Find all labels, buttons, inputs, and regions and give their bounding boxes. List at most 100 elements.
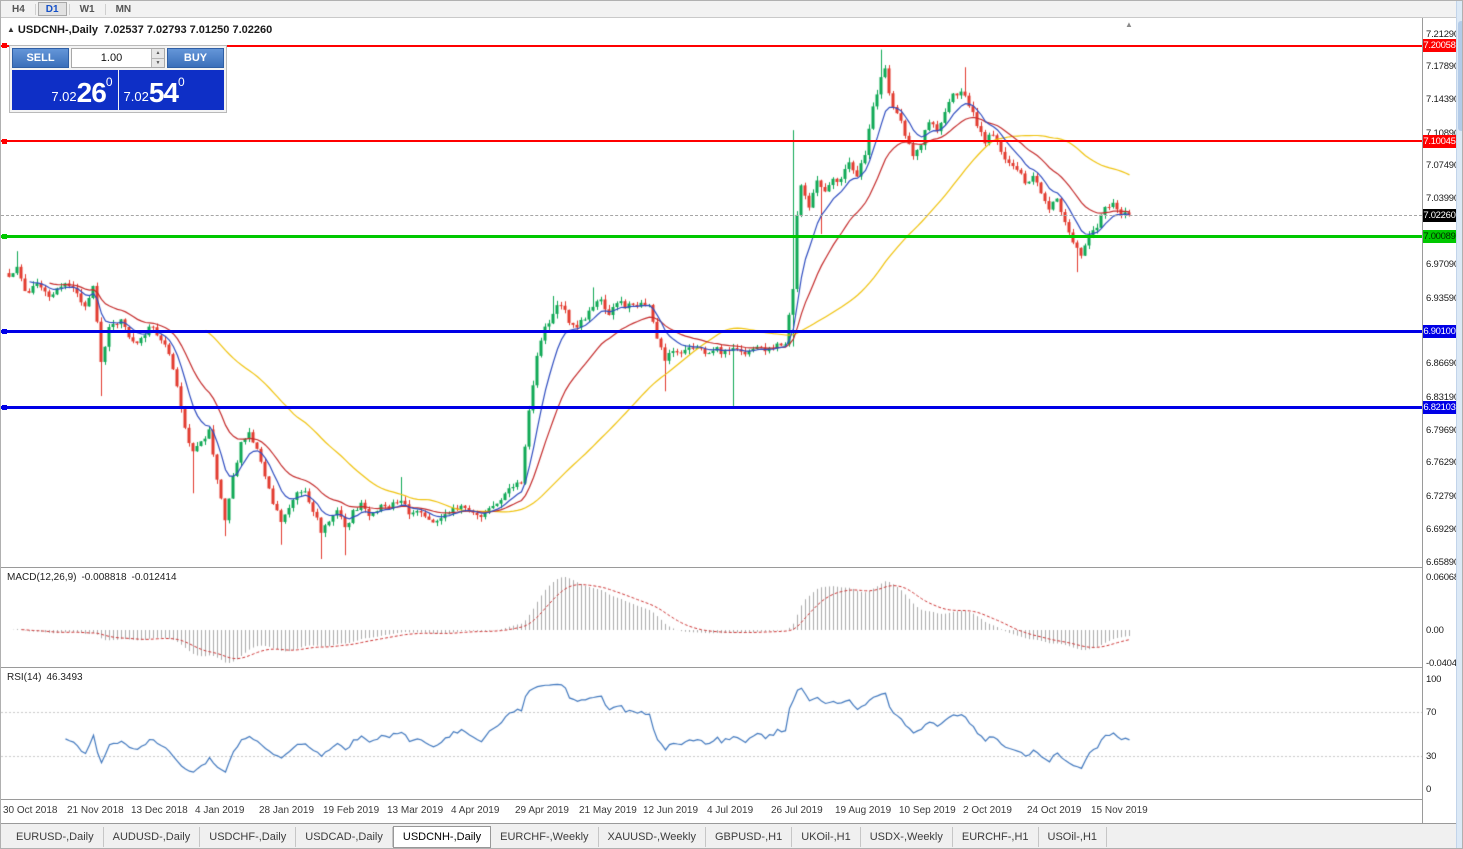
volume-spinner: ▲ ▼ [151, 49, 164, 67]
line-handle[interactable] [2, 139, 7, 144]
price-tick: 7.07490 [1426, 160, 1459, 171]
chart-tab-ukoil-h1[interactable]: UKOil-,H1 [792, 827, 861, 847]
one-click-trading-panel: SELL 1.00 ▲ ▼ BUY 7.02 26 0 7.02 54 0 [9, 45, 227, 113]
volume-down-button[interactable]: ▼ [152, 58, 164, 67]
macd-name: MACD(12,26,9) [7, 572, 77, 583]
price-axis[interactable]: 7.20058 7.10045 7.00089 6.90100 6.82103 7.022… [1423, 18, 1462, 823]
price-tick: 6.83190 [1426, 392, 1459, 403]
volume-input[interactable]: 1.00 ▲ ▼ [71, 48, 165, 68]
timeframe-toolbar: H4 D1 W1 MN [1, 1, 1456, 18]
chart-tab-usdcnh-daily[interactable]: USDCNH-,Daily [392, 826, 492, 848]
timeframe-button-d1[interactable]: D1 [37, 2, 67, 16]
line-handle[interactable] [2, 329, 7, 334]
buy-button[interactable]: BUY [167, 48, 224, 68]
chart-symbol-period: USDCNH-,Daily [17, 24, 98, 36]
horizontal-level-line[interactable] [1, 406, 1422, 409]
level-price-label: 7.20058 [1423, 39, 1456, 52]
price-tick: 6.69290 [1426, 524, 1459, 535]
level-price-label: 6.82103 [1423, 401, 1456, 414]
chart-tab-audusd-daily[interactable]: AUDUSD-,Daily [104, 827, 201, 847]
chart-ohlc-readout: 7.02537 7.02793 7.01250 7.02260 [104, 24, 273, 36]
date-label: 21 Nov 2018 [67, 805, 124, 816]
macd-axis-label: -0.040432 [1426, 658, 1463, 669]
date-label: 21 May 2019 [579, 805, 637, 816]
chart-shift-marker-icon: ▲ [1125, 20, 1133, 29]
horizontal-level-line[interactable] [1, 140, 1422, 142]
rsi-label: RSI(14) 46.3493 [7, 672, 88, 683]
date-label: 29 Apr 2019 [515, 805, 569, 816]
rsi-indicator-pane[interactable]: RSI(14) 46.3493 [1, 668, 1422, 799]
macd-canvas[interactable] [1, 568, 1422, 667]
buy-price-big: 54 [148, 77, 179, 108]
price-tick: 7.14390 [1426, 94, 1459, 105]
scrollbar-thumb[interactable] [1458, 21, 1462, 131]
line-handle[interactable] [2, 43, 7, 48]
rsi-name: RSI(14) [7, 672, 42, 683]
chart-tab-usoil-h1[interactable]: USOil-,H1 [1039, 827, 1108, 847]
sell-price-pip: 0 [105, 75, 113, 89]
macd-label: MACD(12,26,9) -0.008818 -0.012414 [7, 572, 182, 583]
date-label: 12 Jun 2019 [643, 805, 699, 816]
pane-divider[interactable] [1, 567, 1456, 568]
candlestick-chart-canvas[interactable] [1, 18, 1422, 567]
price-tick: 7.10890 [1426, 128, 1459, 139]
main-chart-pane[interactable]: ▲ USDCNH-,Daily 7.02537 7.02793 7.01250 7.… [1, 18, 1422, 567]
sell-price-display[interactable]: 7.02 26 0 [12, 70, 118, 110]
sell-button[interactable]: SELL [12, 48, 69, 68]
chart-tab-eurusd-daily[interactable]: EURUSD-,Daily [7, 827, 104, 847]
date-label: 26 Jul 2019 [771, 805, 823, 816]
date-label: 10 Sep 2019 [899, 805, 956, 816]
price-tick: 6.79690 [1426, 425, 1459, 436]
date-label: 19 Aug 2019 [835, 805, 892, 816]
current-price-label: 7.02260 [1423, 209, 1456, 222]
price-tick: 6.93590 [1426, 293, 1459, 304]
buy-price-display[interactable]: 7.02 54 0 [118, 70, 224, 110]
macd-indicator-pane[interactable]: MACD(12,26,9) -0.008818 -0.012414 [1, 568, 1422, 667]
date-label: 19 Feb 2019 [323, 805, 380, 816]
price-tick: 6.65890 [1426, 557, 1459, 568]
rsi-canvas[interactable] [1, 668, 1422, 799]
timeframe-button-w1[interactable]: W1 [72, 2, 103, 16]
chart-tab-usdx-weekly[interactable]: USDX-,Weekly [861, 827, 953, 847]
price-tick: 6.97090 [1426, 259, 1459, 270]
timeframe-button-h4[interactable]: H4 [4, 2, 33, 16]
volume-value[interactable]: 1.00 [100, 52, 123, 64]
macd-axis-label: 0.060687 [1426, 572, 1463, 583]
price-tick: 6.86690 [1426, 358, 1459, 369]
chart-tab-usdcad-daily[interactable]: USDCAD-,Daily [296, 827, 393, 847]
chart-tabs-bar: EURUSD-,Daily AUDUSD-,Daily USDCHF-,Daily U… [1, 824, 1456, 848]
toolbar-separator [68, 3, 70, 15]
volume-up-button[interactable]: ▲ [152, 49, 164, 59]
chart-title: ▲ USDCNH-,Daily 7.02537 7.02793 7.01250 7.… [7, 24, 272, 36]
horizontal-level-line[interactable] [1, 45, 1422, 47]
line-handle[interactable] [2, 234, 7, 239]
rsi-value: 46.3493 [46, 672, 83, 683]
date-label: 4 Apr 2019 [451, 805, 500, 816]
horizontal-level-line[interactable] [1, 330, 1422, 333]
macd-value: -0.008818 [81, 572, 127, 583]
chart-tab-eurchf-weekly[interactable]: EURCHF-,Weekly [491, 827, 599, 847]
pane-divider[interactable] [1, 667, 1456, 668]
buy-price-prefix: 7.02 [123, 89, 149, 104]
horizontal-level-line[interactable] [1, 235, 1422, 238]
chart-tab-usdchf-daily[interactable]: USDCHF-,Daily [200, 827, 297, 847]
timeframe-button-mn[interactable]: MN [108, 2, 140, 16]
level-price-label: 7.10045 [1423, 135, 1456, 148]
toolbar-separator [34, 3, 36, 15]
level-price-label: 7.00089 [1423, 230, 1456, 243]
vertical-scrollbar[interactable] [1456, 1, 1462, 848]
date-label: 2 Oct 2019 [963, 805, 1012, 816]
rsi-axis-label: 0 [1426, 784, 1432, 795]
line-handle[interactable] [2, 405, 7, 410]
date-axis[interactable]: 30 Oct 2018 21 Nov 2018 13 Dec 2018 4 Jan 2… [1, 800, 1422, 823]
chart-tab-xauusd-weekly[interactable]: XAUUSD-,Weekly [599, 827, 706, 847]
sell-price-big: 26 [76, 77, 107, 108]
level-price-label: 6.90100 [1423, 325, 1456, 338]
macd-axis-label: 0.00 [1426, 625, 1444, 636]
chart-tab-eurchf-h1[interactable]: EURCHF-,H1 [953, 827, 1039, 847]
rsi-axis-label: 70 [1426, 707, 1437, 718]
chart-tab-gbpusd-h1[interactable]: GBPUSD-,H1 [706, 827, 793, 847]
axis-divider [1422, 18, 1423, 823]
date-label: 24 Oct 2019 [1027, 805, 1082, 816]
